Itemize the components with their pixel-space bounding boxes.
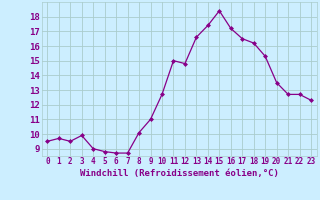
X-axis label: Windchill (Refroidissement éolien,°C): Windchill (Refroidissement éolien,°C) [80,169,279,178]
